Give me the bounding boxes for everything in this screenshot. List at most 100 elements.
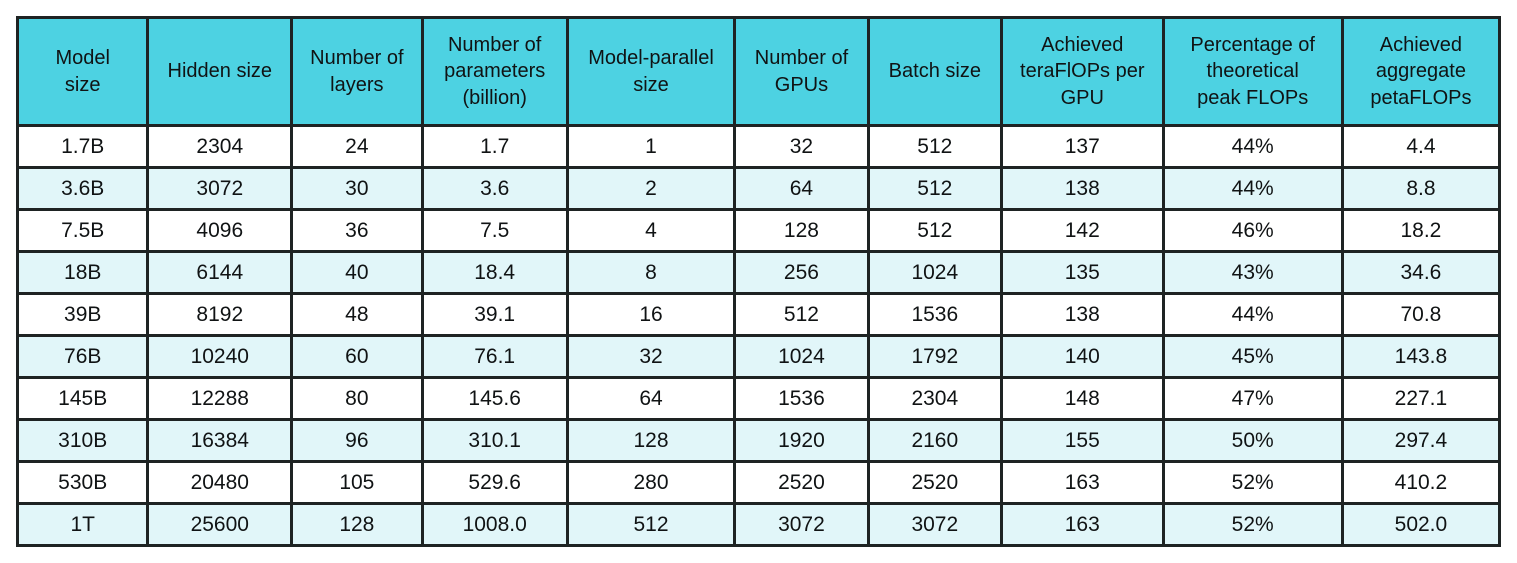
table-cell: 12288 (146, 376, 294, 421)
table-cell: 128 (290, 502, 424, 547)
table-cell: 34.6 (1340, 250, 1502, 295)
table-cell: 128 (565, 418, 737, 463)
table-cell: 3.6B (15, 166, 150, 211)
table-cell: 1536 (866, 292, 1004, 337)
column-header-num-gpus: Number of GPUs (733, 16, 870, 127)
table-row: 530B 20480 105 529.6 280 2520 2520 163 52% 410.2 (15, 460, 1502, 505)
table-cell: 25600 (146, 502, 294, 547)
table-cell: 52% (1161, 502, 1344, 547)
table-cell: 16384 (146, 418, 294, 463)
table-cell: 138 (1000, 166, 1165, 211)
table-cell: 1920 (733, 418, 870, 463)
table-row: 76B 10240 60 76.1 32 1024 1792 140 45% 143.8 (15, 334, 1502, 379)
table-cell: 2160 (866, 418, 1004, 463)
table-cell: 4.4 (1340, 124, 1502, 169)
table-cell: 529.6 (420, 460, 569, 505)
table-cell: 512 (733, 292, 870, 337)
table-cell: 80 (290, 376, 424, 421)
table-row: 7.5B 4096 36 7.5 4 128 512 142 46% 18.2 (15, 208, 1502, 253)
table-cell: 3.6 (420, 166, 569, 211)
table-cell: 39B (15, 292, 150, 337)
column-header-aggregate-petaflops: Achieved aggregate petaFLOPs (1340, 16, 1502, 127)
table-cell: 24 (290, 124, 424, 169)
column-header-model-parallel-size: Model-parallel size (565, 16, 737, 127)
table-row: 1.7B 2304 24 1.7 1 32 512 137 44% 4.4 (15, 124, 1502, 169)
table-cell: 227.1 (1340, 376, 1502, 421)
table-cell: 155 (1000, 418, 1165, 463)
table-cell: 163 (1000, 502, 1165, 547)
table-cell: 4096 (146, 208, 294, 253)
table-cell: 256 (733, 250, 870, 295)
table-cell: 32 (733, 124, 870, 169)
table-cell: 39.1 (420, 292, 569, 337)
table-cell: 1T (15, 502, 150, 547)
table-cell: 44% (1161, 292, 1344, 337)
table-cell: 10240 (146, 334, 294, 379)
table-cell: 145B (15, 376, 150, 421)
column-header-hidden-size: Hidden size (146, 16, 294, 127)
table-cell: 46% (1161, 208, 1344, 253)
table-cell: 2304 (146, 124, 294, 169)
table-cell: 105 (290, 460, 424, 505)
table-cell: 137 (1000, 124, 1165, 169)
table-cell: 64 (565, 376, 737, 421)
scaling-results-table-container: Model size Hidden size Number of layers … (15, 16, 1502, 547)
table-body: 1.7B 2304 24 1.7 1 32 512 137 44% 4.4 3.6B 3072 30 3.… (15, 124, 1502, 547)
table-cell: 310B (15, 418, 150, 463)
table-cell: 44% (1161, 124, 1344, 169)
table-cell: 1008.0 (420, 502, 569, 547)
table-cell: 18.4 (420, 250, 569, 295)
table-cell: 512 (565, 502, 737, 547)
table-cell: 76B (15, 334, 150, 379)
table-cell: 52% (1161, 460, 1344, 505)
table-header: Model size Hidden size Number of layers … (15, 16, 1502, 127)
table-cell: 3072 (733, 502, 870, 547)
table-cell: 143.8 (1340, 334, 1502, 379)
table-cell: 310.1 (420, 418, 569, 463)
table-cell: 76.1 (420, 334, 569, 379)
table-cell: 60 (290, 334, 424, 379)
column-header-num-parameters: Number of parameters (billion) (420, 16, 569, 127)
table-cell: 145.6 (420, 376, 569, 421)
table-row: 145B 12288 80 145.6 64 1536 2304 148 47% 227.1 (15, 376, 1502, 421)
table-cell: 18B (15, 250, 150, 295)
table-cell: 1792 (866, 334, 1004, 379)
table-cell: 96 (290, 418, 424, 463)
table-cell: 2304 (866, 376, 1004, 421)
table-cell: 2520 (866, 460, 1004, 505)
table-cell: 135 (1000, 250, 1165, 295)
table-row: 3.6B 3072 30 3.6 2 64 512 138 44% 8.8 (15, 166, 1502, 211)
table-cell: 7.5B (15, 208, 150, 253)
table-cell: 1.7B (15, 124, 150, 169)
table-cell: 142 (1000, 208, 1165, 253)
table-cell: 512 (866, 208, 1004, 253)
table-cell: 8 (565, 250, 737, 295)
table-cell: 18.2 (1340, 208, 1502, 253)
column-header-model-size: Model size (15, 16, 150, 127)
table-cell: 40 (290, 250, 424, 295)
table-cell: 8.8 (1340, 166, 1502, 211)
table-cell: 50% (1161, 418, 1344, 463)
table-cell: 1024 (866, 250, 1004, 295)
table-cell: 43% (1161, 250, 1344, 295)
table-cell: 36 (290, 208, 424, 253)
table-cell: 16 (565, 292, 737, 337)
table-cell: 47% (1161, 376, 1344, 421)
table-cell: 64 (733, 166, 870, 211)
column-header-peak-flops-percentage: Percentage of theoretical peak FLOPs (1161, 16, 1344, 127)
table-cell: 3072 (866, 502, 1004, 547)
table-cell: 502.0 (1340, 502, 1502, 547)
table-cell: 2 (565, 166, 737, 211)
table-cell: 6144 (146, 250, 294, 295)
table-cell: 3072 (146, 166, 294, 211)
table-cell: 512 (866, 124, 1004, 169)
table-cell: 8192 (146, 292, 294, 337)
table-cell: 530B (15, 460, 150, 505)
table-cell: 45% (1161, 334, 1344, 379)
table-cell: 2520 (733, 460, 870, 505)
table-row: 39B 8192 48 39.1 16 512 1536 138 44% 70.8 (15, 292, 1502, 337)
table-cell: 512 (866, 166, 1004, 211)
column-header-batch-size: Batch size (866, 16, 1004, 127)
table-row: 310B 16384 96 310.1 128 1920 2160 155 50% 297.4 (15, 418, 1502, 463)
table-cell: 140 (1000, 334, 1165, 379)
